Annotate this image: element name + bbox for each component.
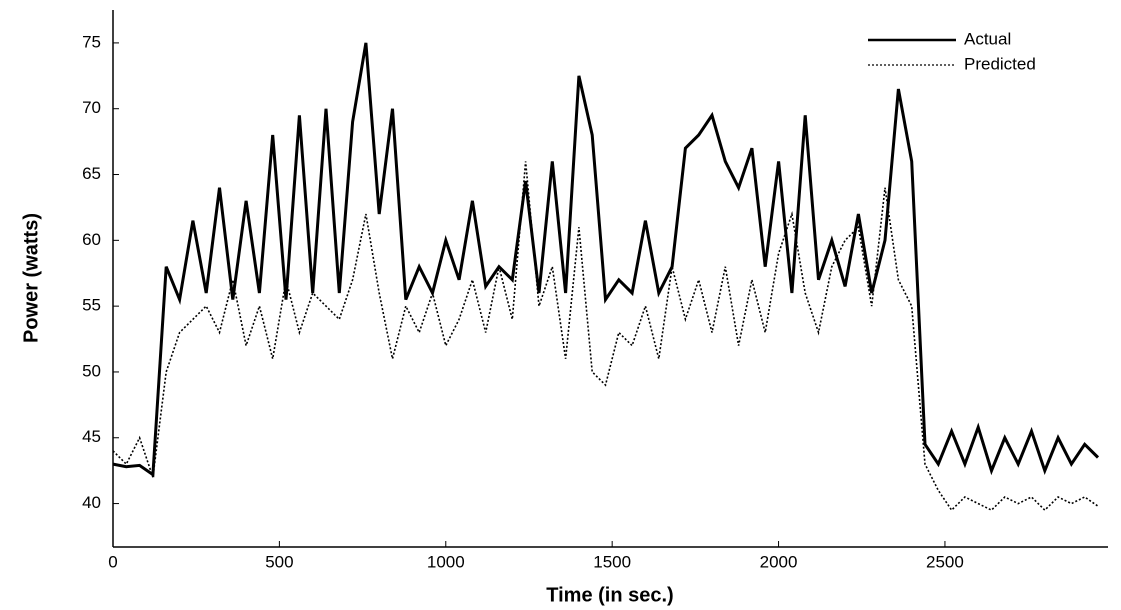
x-tick-label: 1500 (593, 552, 631, 571)
x-tick-label: 0 (108, 552, 117, 571)
x-tick-label: 2500 (926, 552, 964, 571)
y-tick-label: 50 (82, 361, 101, 380)
data-line (112, 42, 1100, 478)
y-tick-label: 55 (82, 296, 101, 315)
legend-label: Actual (964, 29, 1011, 48)
y-tick-label: 40 (82, 493, 101, 512)
data-line (112, 161, 1099, 512)
x-axis-label: Time (in sec.) (546, 584, 673, 606)
legend-label: Predicted (964, 54, 1036, 73)
y-axis-label: Power (watts) (20, 213, 42, 343)
x-tick-label: 1000 (427, 552, 465, 571)
y-tick-label: 60 (82, 230, 101, 249)
y-tick-label: 75 (82, 32, 101, 51)
y-tick-label: 70 (82, 98, 101, 117)
y-tick-label: 65 (82, 164, 101, 183)
y-tick-label: 45 (82, 427, 101, 446)
x-tick-label: 2000 (760, 552, 798, 571)
x-tick-label: 500 (265, 552, 293, 571)
